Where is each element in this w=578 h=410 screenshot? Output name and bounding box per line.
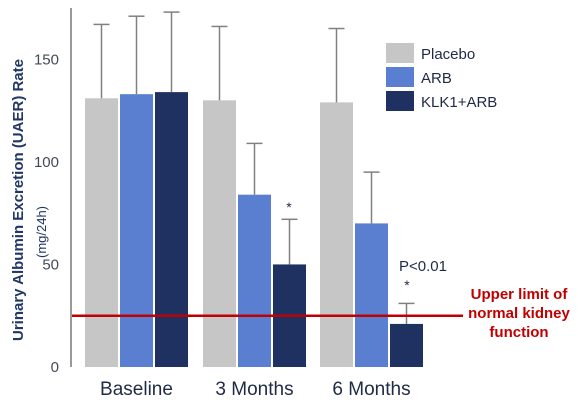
- error-bar-group: [93, 11, 415, 324]
- bar-3-months-arb: [238, 194, 271, 367]
- p-value-label: P<0.01: [399, 258, 447, 275]
- legend-swatch-arb: [386, 67, 414, 87]
- legend-label-klk1-arb: KLK1+ARB: [421, 94, 497, 111]
- bar-6-months-placebo: [320, 102, 353, 367]
- bar-baseline-klk1-arb: [155, 92, 188, 367]
- y-axis-label: Urinary Albumin Excretion (UAER) Rate: [10, 59, 27, 341]
- legend-label-arb: ARB: [421, 70, 452, 87]
- legend-swatch-klk1-arb: [386, 91, 414, 111]
- reference-label-line-3: function: [489, 324, 548, 341]
- bar-group: [85, 92, 423, 368]
- y-axis-unit-label: (mg/24h): [34, 206, 49, 258]
- x-category-label-baseline: Baseline: [100, 379, 173, 400]
- y-tick-label-150: 150: [34, 51, 59, 68]
- y-axis-title: Urinary Albumin Excretion (UAER) Rate: [10, 59, 27, 341]
- reference-label-line-2: normal kidney: [468, 305, 570, 322]
- legend: Placebo ARB KLK1+ARB: [386, 43, 497, 111]
- x-category-label-3-months: 3 Months: [215, 379, 293, 400]
- y-tick-label-50: 50: [42, 256, 59, 273]
- significance-star-3-months: *: [286, 199, 292, 215]
- bar-3-months-placebo: [203, 100, 236, 368]
- y-axis-unit: (mg/24h): [34, 206, 49, 258]
- legend-label-placebo: Placebo: [421, 46, 475, 63]
- significance-star-6-months: *: [404, 277, 410, 293]
- legend-swatch-placebo: [386, 43, 414, 63]
- y-tick-group: 0 50 100 150: [34, 51, 59, 376]
- x-category-group: Baseline 3 Months 6 Months: [100, 379, 411, 400]
- bar-6-months-klk1-arb: [390, 323, 423, 367]
- reference-label-line-1: Upper limit of: [471, 286, 569, 303]
- bar-6-months-arb: [355, 223, 388, 367]
- bar-baseline-placebo: [85, 98, 118, 368]
- x-category-label-6-months: 6 Months: [332, 379, 410, 400]
- bar-baseline-arb: [120, 94, 153, 367]
- y-tick-label-100: 100: [34, 154, 59, 171]
- y-tick-label-0: 0: [51, 359, 59, 376]
